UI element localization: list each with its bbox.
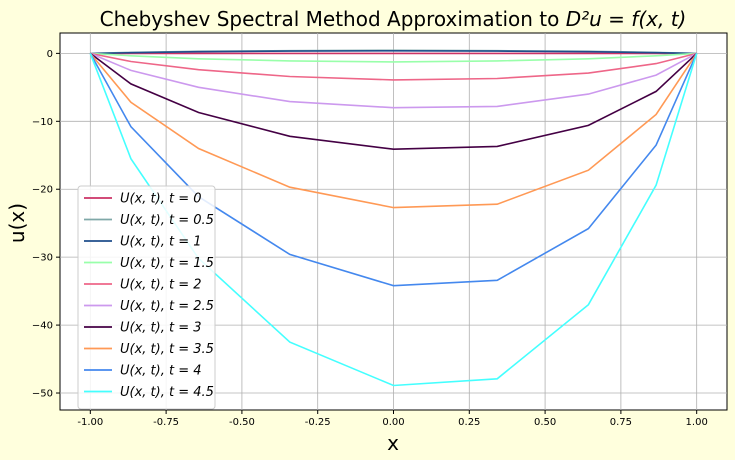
series-line [89, 52, 698, 151]
legend-entry: U(x, t), t = 3 [120, 321, 202, 336]
x-tick-label: -0.25 [305, 417, 331, 428]
legend-entry: U(x, t), t = 4.5 [120, 385, 214, 400]
x-tick-label: -0.75 [153, 417, 179, 428]
legend-entry: U(x, t), t = 2 [120, 278, 202, 293]
series-line [90, 49, 697, 55]
legend-entry: U(x, t), t = 0.5 [120, 213, 214, 228]
series-line [90, 52, 697, 63]
series-line [89, 53, 698, 287]
y-tick-label: −30 [32, 253, 53, 264]
y-tick-label: 0 [47, 49, 53, 60]
legend-entry: U(x, t), t = 4 [120, 364, 202, 379]
x-tick-label: -0.50 [229, 417, 255, 428]
legend-entry: U(x, t), t = 3.5 [120, 342, 214, 357]
x-tick-label: 0.50 [534, 417, 556, 428]
legend-entry: U(x, t), t = 1 [120, 235, 202, 250]
x-tick-label: 1.00 [686, 417, 708, 428]
chart-title: Chebyshev Spectral Method Approximation … [100, 7, 687, 31]
y-tick-label: −50 [32, 389, 53, 400]
series-lines [89, 49, 698, 387]
legend-entry: U(x, t), t = 1.5 [120, 256, 214, 271]
series-line [89, 52, 698, 209]
series-line [89, 52, 698, 109]
y-tick-label: −20 [32, 185, 53, 196]
x-tick-label: -1.00 [77, 417, 103, 428]
y-axis-label: u(x) [5, 203, 29, 243]
y-tick-label: −10 [32, 117, 53, 128]
x-tick-label: 0.75 [610, 417, 632, 428]
legend: U(x, t), t = 0 U(x, t), t = 0.5 U(x, t), t… [77, 185, 216, 410]
x-tick-label: 0.00 [382, 417, 404, 428]
legend-box [77, 185, 216, 410]
x-tick-label: 0.25 [458, 417, 480, 428]
axis-ticks: -1.00 -0.75 -0.50 -0.25 0.00 0.25 0.50 0.75 1.00… [32, 49, 708, 428]
legend-entry: U(x, t), t = 2.5 [120, 299, 214, 314]
series-line [90, 52, 697, 81]
y-tick-label: −40 [32, 321, 53, 332]
legend-entry: U(x, t), t = 0 [120, 192, 202, 207]
x-axis-label: x [387, 431, 399, 455]
